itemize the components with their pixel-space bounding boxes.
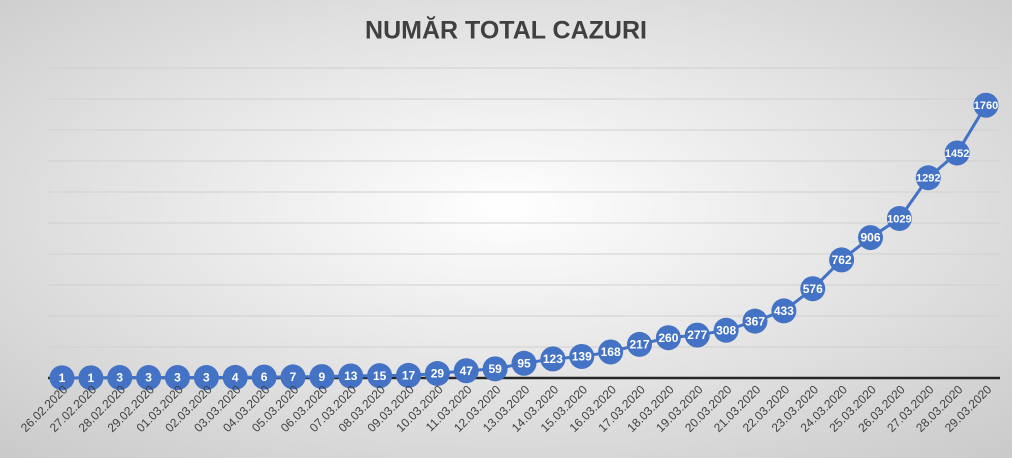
point bbox=[973, 92, 999, 118]
point bbox=[107, 365, 133, 391]
point bbox=[540, 346, 566, 372]
point bbox=[165, 365, 190, 391]
data-label: 15 bbox=[373, 369, 387, 383]
grid bbox=[48, 67, 1000, 379]
data-label: 762 bbox=[832, 253, 852, 267]
data-label: 47 bbox=[460, 364, 474, 378]
data-label: 1 bbox=[59, 371, 66, 385]
point bbox=[482, 356, 508, 382]
point bbox=[453, 358, 479, 384]
point bbox=[396, 362, 421, 388]
point bbox=[569, 343, 595, 369]
point bbox=[829, 247, 855, 273]
data-label: 1292 bbox=[916, 173, 940, 185]
point bbox=[598, 339, 624, 365]
data-label: 59 bbox=[488, 362, 502, 376]
point bbox=[136, 365, 162, 391]
data-label: 576 bbox=[803, 282, 823, 296]
point bbox=[713, 317, 739, 343]
data-label: 3 bbox=[174, 371, 181, 385]
data-label: 217 bbox=[629, 338, 649, 352]
point bbox=[915, 165, 941, 191]
point bbox=[944, 140, 970, 166]
data-label: 13 bbox=[344, 369, 358, 383]
point bbox=[222, 364, 248, 390]
point bbox=[511, 350, 537, 376]
data-label: 433 bbox=[774, 304, 794, 318]
data-label: 168 bbox=[601, 345, 621, 359]
data-label: 7 bbox=[290, 370, 297, 384]
point bbox=[886, 206, 912, 232]
data-label: 1760 bbox=[974, 100, 998, 112]
point bbox=[655, 325, 681, 351]
data-label: 139 bbox=[572, 350, 592, 364]
data-label: 1 bbox=[88, 371, 95, 385]
point bbox=[338, 363, 364, 389]
point bbox=[193, 365, 219, 391]
point bbox=[627, 331, 652, 357]
data-label: 4 bbox=[232, 371, 239, 385]
point bbox=[78, 365, 104, 391]
data-label: 260 bbox=[658, 331, 678, 345]
chart-title: NUMĂR TOTAL CAZURI bbox=[365, 16, 647, 45]
data-label: 123 bbox=[543, 352, 563, 366]
data-label: 367 bbox=[745, 314, 765, 328]
point bbox=[309, 364, 335, 390]
data-label: 3 bbox=[116, 371, 123, 385]
point bbox=[771, 298, 797, 324]
point bbox=[251, 364, 277, 390]
point bbox=[800, 276, 826, 302]
point bbox=[424, 361, 450, 387]
data-label: 95 bbox=[517, 356, 531, 370]
point bbox=[858, 225, 883, 251]
point bbox=[684, 322, 710, 348]
point bbox=[742, 308, 768, 334]
data-label: 1452 bbox=[945, 148, 969, 160]
data-label: 308 bbox=[716, 323, 736, 337]
data-label: 6 bbox=[261, 370, 268, 384]
point bbox=[367, 363, 393, 389]
data-label: 3 bbox=[145, 371, 152, 385]
data-label: 906 bbox=[860, 231, 880, 245]
data-label: 277 bbox=[687, 328, 707, 342]
data-label: 1029 bbox=[887, 213, 911, 225]
data-label: 3 bbox=[203, 371, 210, 385]
data-label: 17 bbox=[402, 369, 416, 383]
data-label: 29 bbox=[431, 367, 445, 381]
point bbox=[280, 364, 306, 390]
data-label: 9 bbox=[319, 370, 326, 384]
point bbox=[49, 365, 75, 391]
